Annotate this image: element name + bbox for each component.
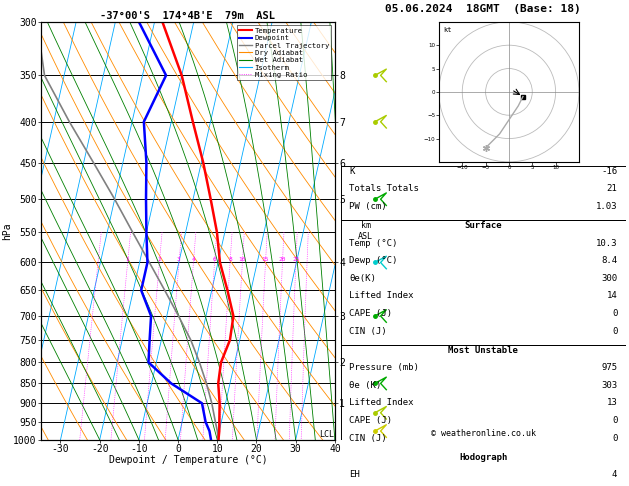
Text: 21: 21 xyxy=(606,185,617,193)
Text: Pressure (mb): Pressure (mb) xyxy=(349,364,419,372)
Text: CIN (J): CIN (J) xyxy=(349,434,387,443)
Text: Most Unstable: Most Unstable xyxy=(448,346,518,355)
X-axis label: Dewpoint / Temperature (°C): Dewpoint / Temperature (°C) xyxy=(109,455,267,466)
Text: Temp (°C): Temp (°C) xyxy=(349,239,398,248)
Text: 0: 0 xyxy=(612,327,617,335)
Text: 15: 15 xyxy=(262,258,269,262)
Text: 13: 13 xyxy=(606,399,617,407)
Text: PW (cm): PW (cm) xyxy=(349,202,387,211)
Text: 0: 0 xyxy=(612,309,617,318)
Text: 25: 25 xyxy=(292,258,299,262)
Text: 2: 2 xyxy=(157,258,161,262)
Text: 05.06.2024  18GMT  (Base: 18): 05.06.2024 18GMT (Base: 18) xyxy=(386,3,581,14)
Text: 8.4: 8.4 xyxy=(601,256,617,265)
Text: 975: 975 xyxy=(601,364,617,372)
Text: θe (K): θe (K) xyxy=(349,381,381,390)
Legend: Temperature, Dewpoint, Parcel Trajectory, Dry Adiabat, Wet Adiabat, Isotherm, Mi: Temperature, Dewpoint, Parcel Trajectory… xyxy=(237,25,331,80)
Text: LCL: LCL xyxy=(319,430,334,439)
Text: Lifted Index: Lifted Index xyxy=(349,292,414,300)
Text: © weatheronline.co.uk: © weatheronline.co.uk xyxy=(431,429,536,438)
Text: Totals Totals: Totals Totals xyxy=(349,185,419,193)
Text: EH: EH xyxy=(349,470,360,479)
Text: 14: 14 xyxy=(606,292,617,300)
Text: 4: 4 xyxy=(192,258,196,262)
Text: 8: 8 xyxy=(228,258,232,262)
Text: 1.03: 1.03 xyxy=(596,202,617,211)
Title: -37°00'S  174°4B'E  79m  ASL: -37°00'S 174°4B'E 79m ASL xyxy=(101,11,276,21)
Text: CAPE (J): CAPE (J) xyxy=(349,416,392,425)
Text: Lifted Index: Lifted Index xyxy=(349,399,414,407)
Y-axis label: hPa: hPa xyxy=(2,222,12,240)
Text: Surface: Surface xyxy=(464,221,502,230)
Y-axis label: km
ASL: km ASL xyxy=(359,221,373,241)
Text: 300: 300 xyxy=(601,274,617,283)
Text: K: K xyxy=(349,167,355,176)
Text: -16: -16 xyxy=(601,167,617,176)
Text: Hodograph: Hodograph xyxy=(459,453,508,462)
Text: 3: 3 xyxy=(177,258,181,262)
Text: 6: 6 xyxy=(213,258,216,262)
Text: 20: 20 xyxy=(279,258,286,262)
Text: 0: 0 xyxy=(612,434,617,443)
Text: CIN (J): CIN (J) xyxy=(349,327,387,335)
Text: 4: 4 xyxy=(612,470,617,479)
Text: 303: 303 xyxy=(601,381,617,390)
Text: 10.3: 10.3 xyxy=(596,239,617,248)
Text: Dewp (°C): Dewp (°C) xyxy=(349,256,398,265)
Text: CAPE (J): CAPE (J) xyxy=(349,309,392,318)
Text: 10: 10 xyxy=(238,258,246,262)
Text: θe(K): θe(K) xyxy=(349,274,376,283)
Text: 0: 0 xyxy=(612,416,617,425)
Text: 1: 1 xyxy=(126,258,130,262)
